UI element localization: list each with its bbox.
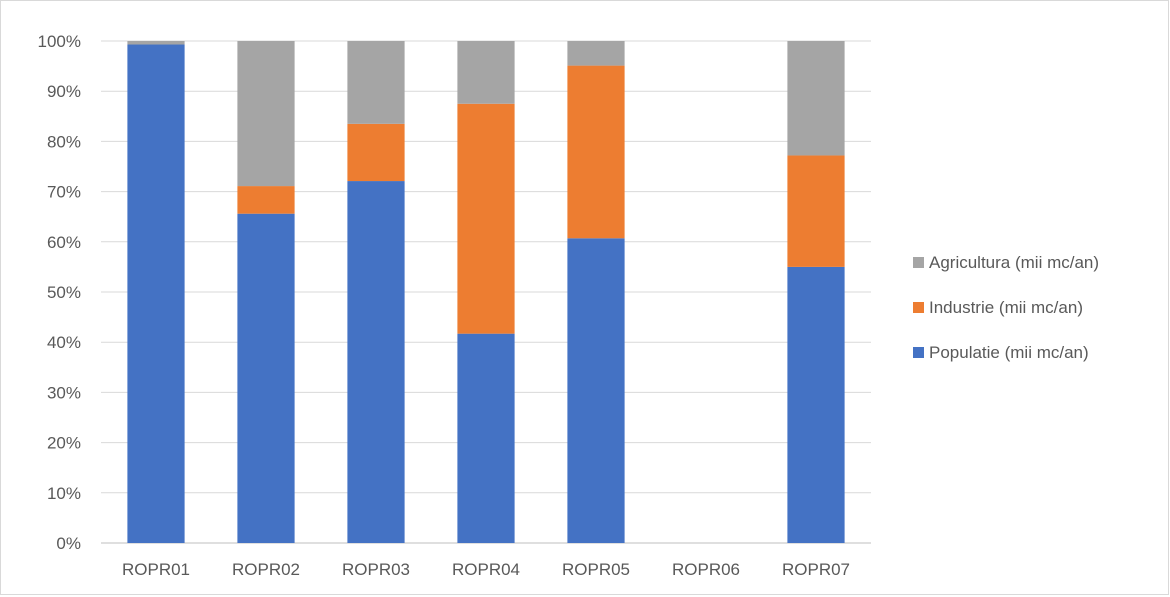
legend-label: Agricultura (mii mc/an) [929, 253, 1099, 272]
bar-segment [237, 186, 295, 214]
bar-segment [127, 44, 185, 543]
y-tick-label: 80% [47, 132, 81, 151]
bar-segment [237, 41, 295, 187]
legend-label: Populatie (mii mc/an) [929, 343, 1089, 362]
x-tick-label: ROPR07 [782, 560, 850, 579]
x-tick-label: ROPR01 [122, 560, 190, 579]
legend-swatch [913, 257, 924, 268]
bar-segment [457, 103, 515, 334]
legend: Agricultura (mii mc/an) Industrie (mii mc… [913, 253, 1099, 362]
bar-segment [127, 41, 185, 45]
y-tick-label: 50% [47, 283, 81, 302]
x-tick-label: ROPR02 [232, 560, 300, 579]
x-tick-label: ROPR06 [672, 560, 740, 579]
x-axis-tick-labels: ROPR01 ROPR02 ROPR03 ROPR04 ROPR05 ROPR06 ROPR… [122, 560, 850, 579]
bar-segment [567, 41, 625, 66]
x-tick-label: ROPR05 [562, 560, 630, 579]
bar-segment [567, 238, 625, 543]
bar-segment [787, 155, 845, 267]
x-tick-label: ROPR04 [452, 560, 520, 579]
bar-segment [457, 41, 515, 104]
y-tick-label: 0% [56, 534, 81, 553]
bars [127, 41, 845, 544]
y-axis-tick-labels: 0% 10% 20% 30% 40% 50% 60% 70% 80% 90% 100% [38, 32, 81, 553]
bar-segment [787, 41, 845, 156]
legend-label: Industrie (mii mc/an) [929, 298, 1083, 317]
bar-segment [347, 123, 405, 182]
bar-segment [237, 213, 295, 544]
y-tick-label: 90% [47, 82, 81, 101]
y-tick-label: 40% [47, 333, 81, 352]
y-tick-label: 30% [47, 383, 81, 402]
bar-segment [567, 65, 625, 239]
y-tick-label: 100% [38, 32, 81, 51]
bar-segment [347, 41, 405, 124]
bar-segment [457, 333, 515, 543]
bar-segment [347, 181, 405, 544]
y-tick-label: 20% [47, 434, 81, 453]
legend-swatch [913, 302, 924, 313]
bar-segment [787, 266, 845, 543]
x-tick-label: ROPR03 [342, 560, 410, 579]
y-tick-label: 70% [47, 183, 81, 202]
y-tick-label: 10% [47, 484, 81, 503]
y-tick-label: 60% [47, 233, 81, 252]
legend-swatch [913, 347, 924, 358]
